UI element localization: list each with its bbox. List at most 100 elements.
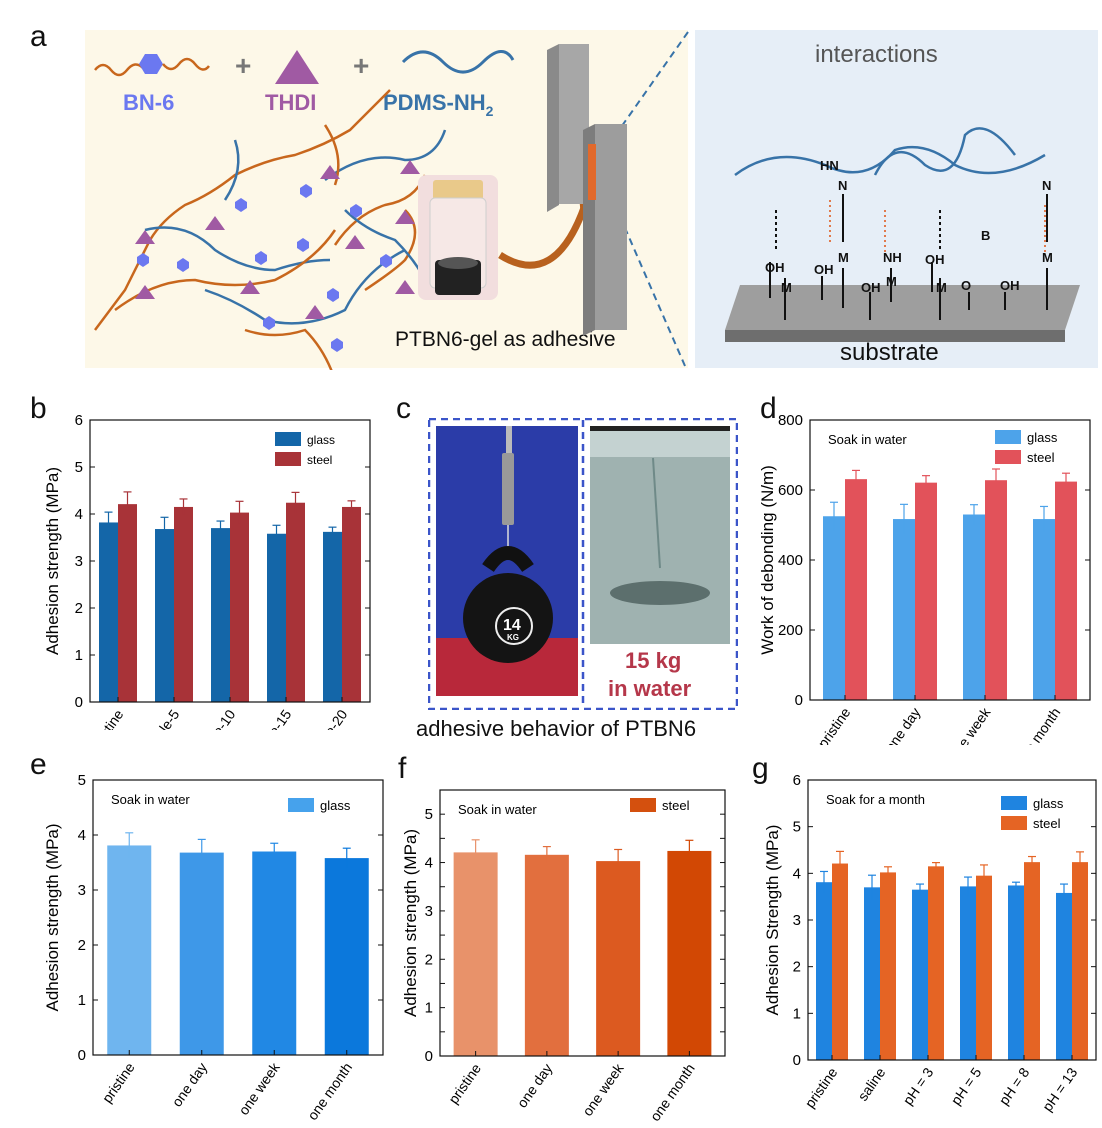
svg-text:OH: OH (1000, 278, 1020, 293)
y-tick-label: 1 (75, 647, 83, 664)
chart-f: 0 1 2 3 4 5 pristine one day one week one month Ad… (401, 789, 726, 1124)
y-axis-label: Adhesion Strength (MPa) (763, 825, 782, 1016)
svg-text:M: M (838, 250, 849, 265)
lap-shear-plates-illustration (547, 44, 627, 336)
svg-text:OH: OH (765, 260, 785, 275)
bar-glass-4 (1008, 885, 1024, 1060)
plus-sign-2: + (353, 50, 369, 81)
bar-glass-0 (816, 882, 832, 1060)
chart-annotation: Soak in water (111, 792, 190, 807)
legend-swatch-steel (1001, 816, 1027, 830)
chart-annotation: Soak in water (828, 432, 907, 447)
svg-text:M: M (936, 280, 947, 295)
network-thdi-nodes (135, 160, 420, 319)
y-tick-label: 400 (778, 552, 803, 569)
svg-text:M: M (781, 280, 792, 295)
panel-a-letter: a (30, 20, 47, 53)
bar-steel-0 (845, 479, 867, 700)
y-tick-label: 4 (78, 827, 86, 844)
bar-glass-0 (823, 516, 845, 700)
panel-c-photos: 14 KG 15 kg in water (428, 418, 738, 710)
bar-steel-4 (342, 506, 361, 702)
panel-c-letter: c (396, 392, 411, 425)
x-tick-label: one month (647, 1061, 698, 1124)
svg-text:N: N (838, 178, 847, 193)
svg-text:OH: OH (861, 280, 881, 295)
x-tick-label: cycle-15 (251, 706, 294, 730)
bar-glass-2 (963, 514, 985, 700)
water-tank-photo (590, 426, 730, 644)
legend-label-glass: glass (1027, 430, 1058, 445)
x-tick-label: one day (882, 705, 924, 745)
legend-label-steel: steel (662, 798, 690, 813)
x-tick-label: one week (235, 1059, 283, 1118)
y-tick-label: 800 (778, 412, 803, 429)
panel-c-frame (428, 418, 738, 710)
bar-steel-3 (1055, 481, 1077, 700)
panel-d-letter: d (760, 392, 777, 425)
bar-glass-2 (252, 851, 297, 1055)
bar-glass-2 (912, 889, 928, 1060)
panel-e-letter: e (30, 748, 47, 781)
chemistry-structure-illustration (725, 127, 1080, 342)
x-tick-label: cycle-10 (195, 706, 238, 730)
svg-text:HN: HN (820, 158, 839, 173)
bar-glass-1 (179, 852, 224, 1055)
bar-steel-1 (915, 482, 937, 700)
bar-glass-3 (960, 886, 976, 1060)
y-tick-label: 1 (78, 992, 86, 1009)
y-tick-label: 5 (425, 806, 433, 823)
x-tick-label: pristine (99, 1059, 138, 1105)
polymer-network-illustration (93, 89, 447, 370)
y-axis-label: Adhesion strength (MPa) (43, 467, 62, 655)
x-tick-label: one month (1012, 705, 1063, 745)
x-tick-label: saline (854, 1064, 888, 1103)
bar-steel-1 (524, 854, 569, 1056)
x-tick-label: one week (579, 1060, 627, 1119)
bar-steel-2 (928, 866, 944, 1060)
bar-glass-0 (99, 522, 118, 702)
svg-text:OH: OH (814, 262, 834, 277)
legend-label-glass: glass (1033, 796, 1064, 811)
legend-swatch-steel (275, 452, 301, 466)
y-tick-label: 3 (78, 882, 86, 899)
chart-b: 0 1 2 3 4 5 6 pristine cycle-5 cycle-10 cycle-15 cy… (43, 412, 371, 730)
y-tick-label: 5 (78, 772, 86, 789)
bar-steel-3 (976, 875, 992, 1060)
x-tick-label: one week (946, 704, 994, 745)
x-tick-label: pristine (801, 1064, 840, 1110)
pdms-label: PDMS-NH2 (383, 90, 494, 119)
substrate-label: substrate (840, 339, 939, 366)
svg-text:N: N (1042, 178, 1051, 193)
legend-label-steel: steel (1033, 816, 1061, 831)
bar-steel-1 (174, 506, 193, 702)
panel-f-letter: f (398, 752, 407, 785)
plus-sign-1: + (235, 50, 251, 81)
y-tick-label: 5 (793, 819, 801, 836)
chart-annotation: Soak in water (458, 802, 537, 817)
bar-glass-1 (893, 519, 915, 700)
y-tick-label: 1 (793, 1005, 801, 1022)
svg-text:M: M (886, 274, 897, 289)
x-tick-label: cycle-20 (307, 706, 350, 730)
y-tick-label: 0 (78, 1047, 86, 1064)
legend-swatch-steel (630, 798, 656, 812)
svg-text:M: M (1042, 250, 1053, 265)
x-tick-label: pristine (87, 706, 126, 730)
gel-photo (418, 175, 498, 300)
kettlebell-photo: 14 KG (436, 426, 578, 696)
panel-a-schematic: BN-6 + THDI + PDMS-NH2 (85, 30, 1098, 370)
bar-glass-2 (211, 528, 230, 702)
bar-steel-1 (880, 872, 896, 1060)
y-tick-label: 2 (793, 959, 801, 976)
y-axis-label: Adhesion strength (MPa) (43, 823, 62, 1011)
weight-label: 15 kg (625, 648, 681, 673)
panel-c-caption: adhesive behavior of PTBN6 (416, 716, 697, 741)
x-tick-label: cycle-5 (144, 706, 183, 730)
bar-glass-3 (324, 858, 369, 1055)
bn6-label: BN-6 (123, 90, 174, 115)
chart-d: 0 200 400 600 800 pristine one day one week one … (758, 412, 1091, 745)
y-tick-label: 1 (425, 1000, 433, 1017)
thdi-label: THDI (265, 90, 316, 115)
